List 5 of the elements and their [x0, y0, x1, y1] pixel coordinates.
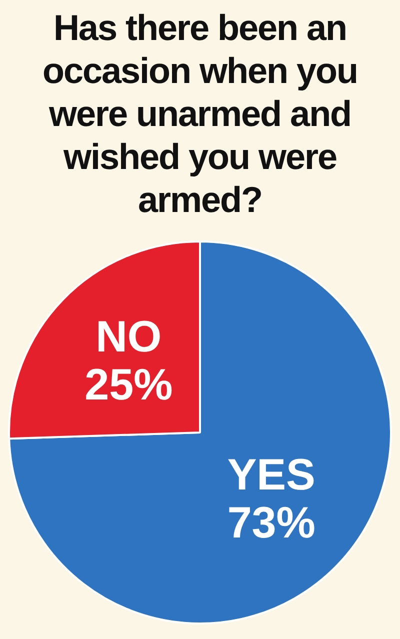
chart-title: Has there been an occasion when you were unarmed and wished you were armed? [41, 6, 359, 221]
data-label: 73% [227, 498, 316, 548]
data-label: 25% [84, 360, 173, 410]
slice-label: YES [227, 450, 316, 500]
slice-label: NO [96, 312, 162, 362]
